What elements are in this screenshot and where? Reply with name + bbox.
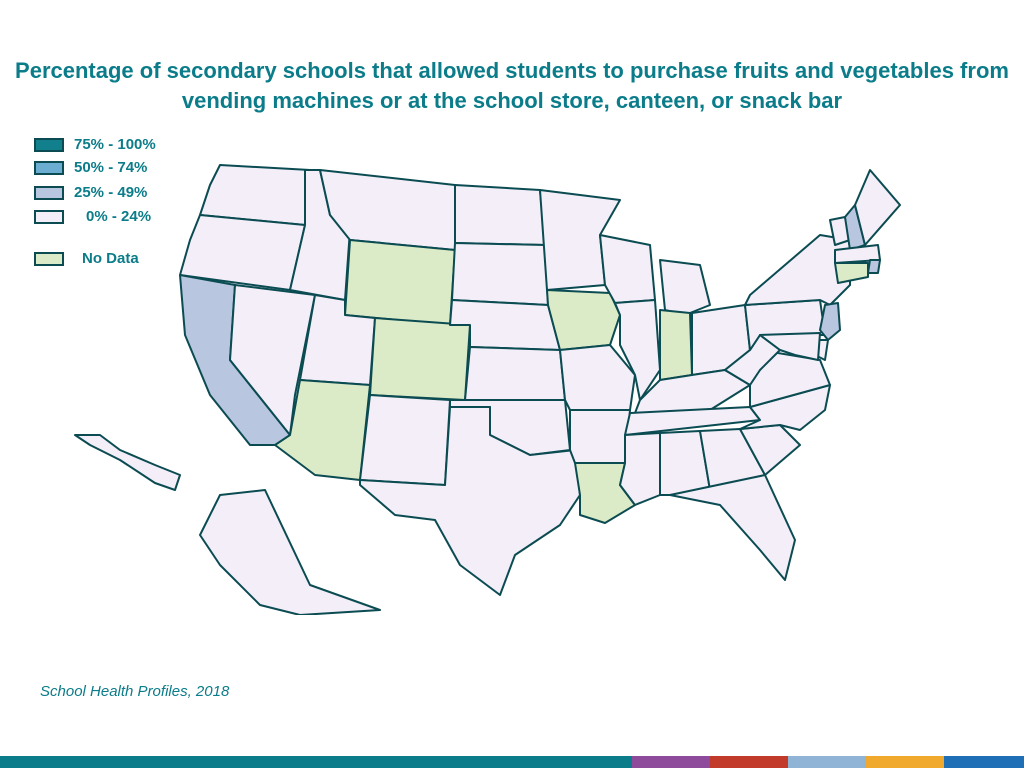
legend-item-75-100: 75% - 100% xyxy=(34,136,234,156)
legend-swatch xyxy=(34,186,64,200)
state-md xyxy=(759,332,821,361)
page-title: Percentage of secondary schools that all… xyxy=(15,58,1009,113)
state-ms xyxy=(619,432,661,506)
state-ia xyxy=(546,289,621,351)
state-wi xyxy=(599,234,656,304)
state-or xyxy=(179,214,306,291)
state-ct xyxy=(834,262,869,284)
bottom-bar-segment xyxy=(710,756,788,768)
legend-item-0-24: 0% - 24% xyxy=(34,208,234,228)
state-fl xyxy=(669,474,796,581)
legend-swatch xyxy=(34,252,64,266)
state-co xyxy=(369,317,471,401)
state-tx xyxy=(359,406,581,596)
us-map xyxy=(74,164,901,615)
legend-label: 25% - 49% xyxy=(74,184,148,201)
legend-label: 0% - 24% xyxy=(86,208,152,225)
state-mi xyxy=(659,259,711,316)
state-nc xyxy=(739,384,831,431)
legend-label: No Data xyxy=(82,250,139,267)
states-group xyxy=(74,164,901,615)
state-sd xyxy=(451,242,549,306)
state-hi xyxy=(74,434,181,491)
state-nm xyxy=(359,394,451,486)
state-in xyxy=(659,309,693,381)
source-note: School Health Profiles, 2018 xyxy=(40,683,230,700)
legend-item-no-data: No Data xyxy=(34,250,234,270)
state-az xyxy=(274,379,371,481)
legend-swatch xyxy=(34,161,64,175)
bottom-bar-segment xyxy=(632,756,710,768)
state-il xyxy=(614,299,661,401)
bottom-color-bar xyxy=(0,756,1024,768)
state-me xyxy=(854,169,901,246)
bottom-bar-segment xyxy=(788,756,866,768)
bottom-bar-segment xyxy=(944,756,1024,768)
legend-item-25-49: 25% - 49% xyxy=(34,184,234,204)
state-ri xyxy=(867,259,881,274)
state-ny xyxy=(744,234,851,306)
state-ar xyxy=(569,409,631,464)
state-wy xyxy=(344,239,456,326)
legend-item-50-74: 50% - 74% xyxy=(34,159,234,179)
legend-label: 75% - 100% xyxy=(74,136,156,153)
bottom-bar-segment xyxy=(866,756,944,768)
state-nj xyxy=(819,302,841,341)
state-mo xyxy=(559,344,636,411)
bottom-bar-segment xyxy=(0,756,632,768)
legend-swatch xyxy=(34,138,64,152)
legend-label: 50% - 74% xyxy=(74,159,148,176)
state-nv xyxy=(229,284,316,436)
legend-swatch xyxy=(34,210,64,224)
state-nd xyxy=(454,184,546,246)
state-ks xyxy=(464,346,566,401)
state-ak xyxy=(199,489,381,615)
